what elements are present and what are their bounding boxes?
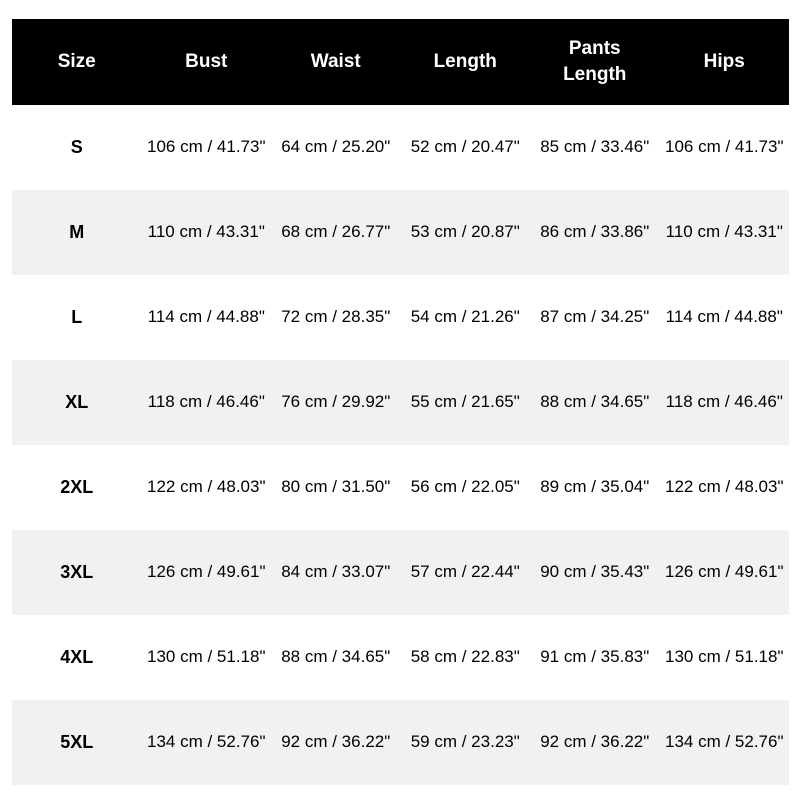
length-cell: 56 cm / 22.05" xyxy=(410,477,520,497)
bust-cell: 122 cm / 48.03" xyxy=(147,477,266,497)
table-row: 4XL 130 cm / 51.18" 88 cm / 34.65" 58 cm… xyxy=(12,615,789,700)
pants-length-cell: 85 cm / 33.46" xyxy=(540,137,650,157)
waist-cell: 80 cm / 31.50" xyxy=(281,477,391,497)
hips-cell: 126 cm / 49.61" xyxy=(665,562,784,582)
size-chart-table: Size Bust Waist Length Pants Length Hips… xyxy=(12,19,789,785)
pants-length-cell: 88 cm / 34.65" xyxy=(540,392,650,412)
waist-cell: 84 cm / 33.07" xyxy=(281,562,391,582)
size-cell: XL xyxy=(65,391,89,412)
size-cell: S xyxy=(70,136,83,157)
table-row: 5XL 134 cm / 52.76" 92 cm / 36.22" 59 cm… xyxy=(12,700,789,785)
length-cell: 59 cm / 23.23" xyxy=(410,732,520,752)
bust-cell: 118 cm / 46.46" xyxy=(147,392,265,412)
length-cell: 55 cm / 21.65" xyxy=(410,392,520,412)
hips-cell: 110 cm / 43.31" xyxy=(665,222,783,242)
size-cell: L xyxy=(71,306,83,327)
waist-cell: 68 cm / 26.77" xyxy=(281,222,391,242)
bust-cell: 126 cm / 49.61" xyxy=(147,562,266,582)
bust-cell: 114 cm / 44.88" xyxy=(147,307,265,327)
waist-cell: 92 cm / 36.22" xyxy=(281,732,391,752)
bust-cell: 130 cm / 51.18" xyxy=(147,647,266,667)
length-cell: 52 cm / 20.47" xyxy=(410,137,520,157)
size-cell: 2XL xyxy=(60,476,94,497)
size-cell: 4XL xyxy=(60,646,94,667)
hips-cell: 114 cm / 44.88" xyxy=(665,307,783,327)
hips-cell: 130 cm / 51.18" xyxy=(665,647,784,667)
bust-cell: 134 cm / 52.76" xyxy=(147,732,266,752)
length-cell: 58 cm / 22.83" xyxy=(410,647,520,667)
bust-cell: 106 cm / 41.73" xyxy=(147,137,266,157)
table-row: M 110 cm / 43.31" 68 cm / 26.77" 53 cm /… xyxy=(12,190,789,275)
hips-cell: 106 cm / 41.73" xyxy=(665,137,784,157)
length-cell: 53 cm / 20.87" xyxy=(410,222,520,242)
waist-cell: 88 cm / 34.65" xyxy=(281,647,391,667)
size-cell: 3XL xyxy=(60,561,94,582)
length-cell: 54 cm / 21.26" xyxy=(410,307,520,327)
column-header-pants-length: Pants Length xyxy=(563,38,627,85)
hips-cell: 122 cm / 48.03" xyxy=(665,477,784,497)
size-cell: 5XL xyxy=(60,731,94,752)
pants-length-cell: 89 cm / 35.04" xyxy=(540,477,650,497)
column-header-length: Length xyxy=(433,51,497,73)
hips-cell: 134 cm / 52.76" xyxy=(665,732,784,752)
pants-length-cell: 91 cm / 35.83" xyxy=(540,647,650,667)
table-row: 2XL 122 cm / 48.03" 80 cm / 31.50" 56 cm… xyxy=(12,445,789,530)
column-header-waist: Waist xyxy=(310,51,361,73)
waist-cell: 72 cm / 28.35" xyxy=(281,307,391,327)
table-row: 3XL 126 cm / 49.61" 84 cm / 33.07" 57 cm… xyxy=(12,530,789,615)
pants-length-cell: 86 cm / 33.86" xyxy=(540,222,650,242)
pants-length-cell: 90 cm / 35.43" xyxy=(540,562,650,582)
column-header-hips: Hips xyxy=(703,51,745,73)
pants-length-cell: 92 cm / 36.22" xyxy=(540,732,650,752)
length-cell: 57 cm / 22.44" xyxy=(410,562,520,582)
column-header-size: Size xyxy=(57,51,96,73)
table-header-row: Size Bust Waist Length Pants Length Hips xyxy=(12,19,789,105)
pants-length-cell: 87 cm / 34.25" xyxy=(540,307,650,327)
bust-cell: 110 cm / 43.31" xyxy=(147,222,265,242)
size-cell: M xyxy=(69,221,85,242)
waist-cell: 64 cm / 25.20" xyxy=(281,137,391,157)
hips-cell: 118 cm / 46.46" xyxy=(665,392,783,412)
table-row: L 114 cm / 44.88" 72 cm / 28.35" 54 cm /… xyxy=(12,275,789,360)
table-row: S 106 cm / 41.73" 64 cm / 25.20" 52 cm /… xyxy=(12,105,789,190)
waist-cell: 76 cm / 29.92" xyxy=(281,392,391,412)
column-header-bust: Bust xyxy=(185,51,228,73)
table-row: XL 118 cm / 46.46" 76 cm / 29.92" 55 cm … xyxy=(12,360,789,445)
